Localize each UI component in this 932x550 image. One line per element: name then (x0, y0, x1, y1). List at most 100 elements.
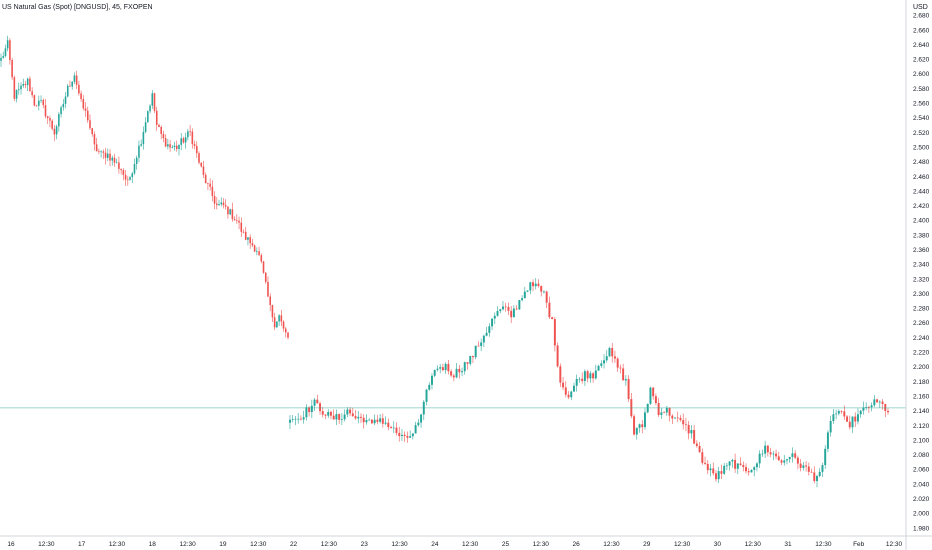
candle-body (802, 465, 805, 468)
candle (284, 327, 287, 338)
candle-body (493, 315, 496, 319)
candle-body (728, 461, 731, 466)
candle-body (714, 473, 717, 480)
candle-body (764, 445, 767, 454)
price-tick-label: 2.280 (913, 306, 930, 313)
candle-body (411, 433, 414, 437)
candle (73, 72, 76, 85)
candle-body (450, 371, 453, 376)
candle (346, 407, 349, 418)
candle-body (216, 203, 218, 206)
candle-body (499, 309, 502, 312)
candle (218, 199, 220, 207)
candle (242, 229, 245, 234)
candle-body (709, 468, 712, 471)
candle (58, 112, 60, 132)
candle (633, 414, 636, 436)
candle (725, 462, 728, 471)
price-tick-label: 2.320 (913, 276, 930, 283)
candle-body (291, 419, 294, 420)
candle-body (58, 114, 60, 127)
candle-body (775, 453, 778, 457)
candle-body (537, 283, 540, 286)
candle-body (118, 162, 120, 169)
candle-body (668, 407, 671, 416)
candle-body (338, 414, 341, 420)
candle (302, 410, 305, 424)
candle-body (750, 469, 753, 473)
candle (229, 208, 231, 216)
candle (387, 418, 390, 431)
candle (747, 468, 750, 476)
candle-body (690, 430, 693, 434)
candle-body (548, 302, 551, 318)
candle-body (289, 419, 291, 423)
candle (193, 140, 196, 150)
candle (370, 419, 373, 425)
candle-body (305, 407, 308, 418)
candle (717, 467, 720, 484)
time-axis[interactable]: 16 12:30 17 12:30 18 12:30 19 12:30 22 12:30 23 12:… (7, 541, 902, 548)
candle-body (249, 237, 251, 244)
candle (22, 78, 25, 88)
candle-body (135, 157, 138, 164)
time-tick-label: 23 (361, 541, 369, 548)
candle-body (89, 120, 91, 129)
candle-body (676, 417, 679, 419)
candle (91, 127, 94, 137)
candle (635, 427, 638, 440)
candle-body (22, 84, 25, 86)
candle (480, 338, 483, 352)
time-tick-label: 26 (573, 541, 581, 548)
candle-body (649, 387, 652, 404)
candle-body (794, 453, 797, 458)
price-tick-label: 1.980 (913, 525, 930, 532)
candle (739, 457, 742, 466)
candle-body (575, 378, 578, 386)
candle (534, 278, 537, 290)
candle-body (276, 321, 278, 328)
candle-body (122, 170, 125, 175)
candle (826, 430, 829, 453)
candle-body (169, 144, 171, 148)
candle (11, 57, 13, 80)
candle (31, 87, 33, 98)
candle-body (384, 422, 387, 424)
candle (38, 95, 40, 111)
candle-body (111, 157, 114, 161)
candle (551, 316, 554, 320)
candle-body (799, 463, 802, 468)
candle (124, 170, 127, 186)
candle-body (471, 356, 474, 358)
candle (622, 363, 625, 381)
candle-body (452, 375, 455, 378)
candle (106, 148, 109, 161)
candle (357, 411, 360, 424)
candle (360, 413, 362, 423)
candle-body (175, 145, 178, 149)
candle-body (671, 415, 674, 419)
candle (605, 350, 608, 363)
candle (411, 433, 414, 440)
candle (734, 453, 737, 473)
candle-body (400, 434, 403, 437)
candle-body (138, 145, 140, 158)
candle-body (262, 261, 265, 273)
candle-body (684, 424, 687, 425)
price-axis[interactable]: 1.980 2.000 2.020 2.040 2.060 2.080 2.100 2.120… (913, 13, 930, 533)
candle (537, 279, 540, 288)
candle (570, 390, 573, 401)
candle-body (78, 84, 80, 94)
candle (638, 423, 641, 433)
candle (287, 332, 289, 340)
candle-body (534, 283, 537, 287)
candle (422, 400, 425, 421)
candle-body (463, 362, 466, 372)
candle (140, 139, 142, 147)
candle (439, 363, 442, 374)
candle-body (867, 407, 870, 408)
candle (13, 75, 16, 101)
candle-body (635, 427, 638, 435)
candle (33, 94, 36, 107)
